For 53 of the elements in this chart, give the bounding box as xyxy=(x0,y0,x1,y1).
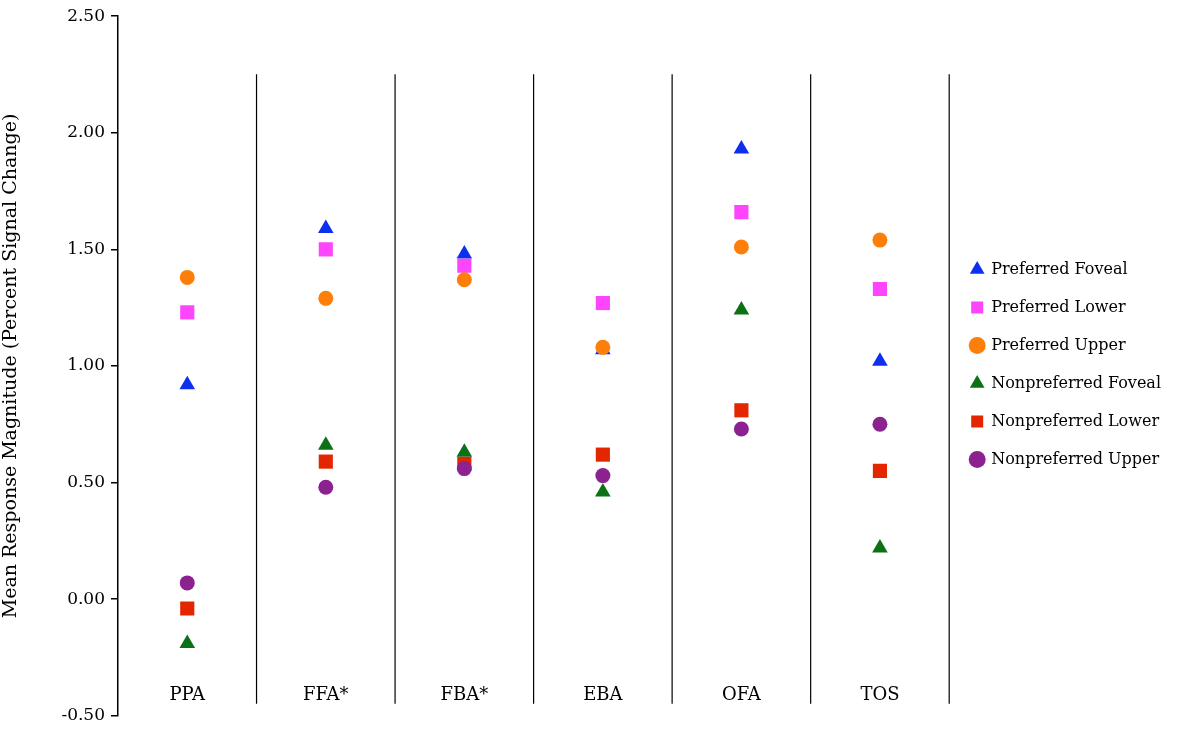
point xyxy=(733,301,750,315)
point xyxy=(179,575,195,591)
point xyxy=(595,468,611,484)
point xyxy=(872,232,888,248)
point xyxy=(733,421,749,437)
point xyxy=(179,269,195,285)
point xyxy=(180,305,195,320)
y-tick-label: 2.50 xyxy=(67,4,105,25)
point xyxy=(456,443,473,457)
y-tick-label: -0.50 xyxy=(61,704,105,725)
point xyxy=(872,463,887,479)
point xyxy=(872,538,888,553)
point xyxy=(872,416,888,432)
y-tick-label: 0.50 xyxy=(67,471,105,492)
legend-label: Preferred Foveal xyxy=(991,258,1128,278)
point xyxy=(595,447,610,462)
point xyxy=(179,375,196,390)
point xyxy=(180,601,195,616)
point xyxy=(457,258,472,273)
y-tick-label: 1.00 xyxy=(67,354,105,375)
point xyxy=(318,290,334,306)
x-tick-label: PPA xyxy=(169,683,207,705)
point xyxy=(734,403,749,418)
x-tick-label: FFA* xyxy=(303,683,349,705)
point xyxy=(179,634,196,649)
point xyxy=(595,482,611,497)
y-tick-label: 0.00 xyxy=(67,587,105,608)
legend-label: Nonpreferred Foveal xyxy=(991,372,1162,392)
point xyxy=(456,245,473,259)
point xyxy=(733,239,749,255)
point xyxy=(872,352,888,366)
x-tick-label: OFA xyxy=(722,683,762,705)
y-tick-label: 2.00 xyxy=(67,121,105,142)
point xyxy=(456,272,472,288)
point xyxy=(456,461,472,477)
point xyxy=(872,281,887,297)
point xyxy=(318,479,334,495)
point xyxy=(733,140,750,154)
point xyxy=(318,219,334,233)
point xyxy=(318,242,333,257)
legend-label: Nonpreferred Upper xyxy=(991,448,1160,468)
point xyxy=(318,454,333,469)
x-tick-label: EBA xyxy=(583,683,624,705)
y-tick-label: 1.50 xyxy=(67,237,105,258)
legend-label: Preferred Upper xyxy=(991,334,1126,354)
point xyxy=(318,436,334,450)
x-tick-label: TOS xyxy=(860,683,900,705)
x-tick-label: FBA* xyxy=(440,683,489,705)
legend-label: Preferred Lower xyxy=(991,296,1126,316)
legend-label: Nonpreferred Lower xyxy=(991,410,1160,430)
point xyxy=(734,205,749,220)
point xyxy=(595,295,610,311)
y-axis-title: Mean Response Magnitude (Percent Signal Change) xyxy=(0,113,21,619)
